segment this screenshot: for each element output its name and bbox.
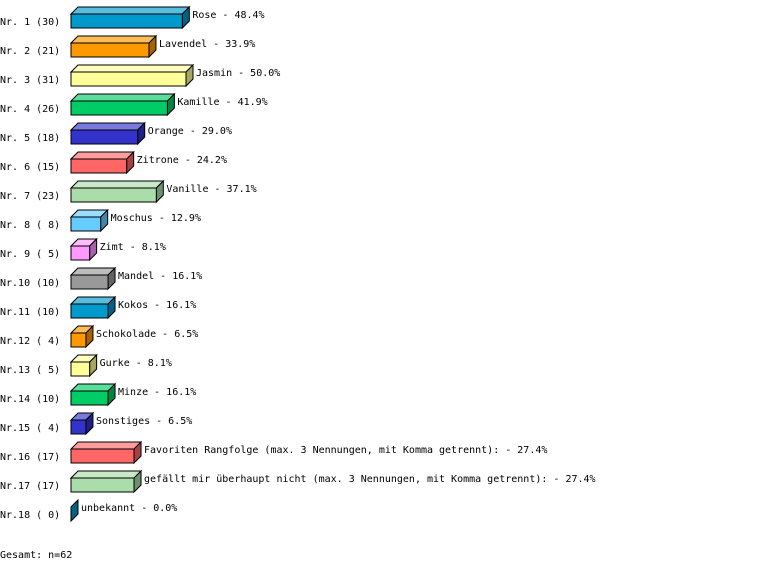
bar-side: [70, 498, 79, 523]
row-label: Nr.13 ( 5): [0, 365, 60, 376]
bar-value-label: Sonstiges - 6.5%: [96, 416, 192, 427]
row-label: Nr. 3 (31): [0, 75, 60, 86]
bar-value-label: Lavendel - 33.9%: [159, 39, 255, 50]
bar-value-label: unbekannt - 0.0%: [81, 503, 177, 514]
bar: [70, 158, 128, 174]
bar: [70, 303, 109, 319]
bar: [70, 361, 91, 377]
bar: [70, 129, 139, 145]
bar-value-label: Schokolade - 6.5%: [96, 329, 198, 340]
bar-top: [69, 470, 143, 479]
bar-value-label: Gurke - 8.1%: [100, 358, 172, 369]
bar-value-label: Kokos - 16.1%: [118, 300, 196, 311]
row-label: Nr.18 ( 0): [0, 510, 60, 521]
bar: [70, 477, 135, 493]
bar-top: [69, 180, 165, 189]
bar: [70, 274, 109, 290]
row-label: Nr. 5 (18): [0, 133, 60, 144]
bar: [70, 187, 157, 203]
bar-top: [69, 35, 158, 44]
row-label: Nr.15 ( 4): [0, 423, 60, 434]
row-label: Nr.17 (17): [0, 481, 60, 492]
bar: [70, 448, 135, 464]
row-label: Nr.11 (10): [0, 307, 60, 318]
bar-value-label: Minze - 16.1%: [118, 387, 196, 398]
bar: [70, 332, 87, 348]
bar-top: [69, 93, 176, 102]
row-label: Nr. 8 ( 8): [0, 220, 60, 231]
bar: [70, 71, 187, 87]
row-label: Nr.14 (10): [0, 394, 60, 405]
bar-value-label: Orange - 29.0%: [148, 126, 232, 137]
row-label: Nr. 9 ( 5): [0, 249, 60, 260]
bar-value-label: Mandel - 16.1%: [118, 271, 202, 282]
bar-value-label: Zitrone - 24.2%: [137, 155, 227, 166]
row-label: Nr. 1 (30): [0, 17, 60, 28]
bar-top: [69, 122, 146, 131]
bar: [70, 245, 91, 261]
bar-value-label: gefällt mir überhaupt nicht (max. 3 Nenn…: [144, 474, 596, 485]
bar-top: [69, 441, 143, 450]
bar-top: [69, 151, 135, 160]
bar-value-label: Kamille - 41.9%: [177, 97, 267, 108]
row-label: Nr.10 (10): [0, 278, 60, 289]
bar: [70, 13, 183, 29]
bar-top: [69, 6, 191, 15]
bar-value-label: Jasmin - 50.0%: [196, 68, 280, 79]
row-label: Nr. 7 (23): [0, 191, 60, 202]
bar-value-label: Rose - 48.4%: [192, 10, 264, 21]
bar: [70, 42, 150, 58]
row-label: Nr. 2 (21): [0, 46, 60, 57]
bar: [70, 419, 87, 435]
row-label: Nr. 4 (26): [0, 104, 60, 115]
bar-value-label: Moschus - 12.9%: [111, 213, 201, 224]
bar-value-label: Zimt - 8.1%: [100, 242, 166, 253]
row-label: Nr.12 ( 4): [0, 336, 60, 347]
bar: [70, 216, 102, 232]
bar-value-label: Vanille - 37.1%: [166, 184, 256, 195]
bar: [70, 100, 168, 116]
bar-value-label: Favoriten Rangfolge (max. 3 Nennungen, m…: [144, 445, 547, 456]
row-label: Nr. 6 (15): [0, 162, 60, 173]
bar-top: [69, 64, 195, 73]
footer-total: Gesamt: n=62: [0, 550, 72, 561]
row-label: Nr.16 (17): [0, 452, 60, 463]
bar: [70, 390, 109, 406]
